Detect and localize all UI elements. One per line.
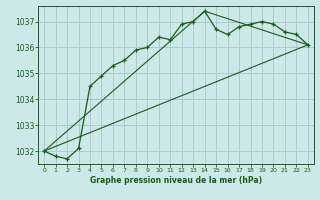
X-axis label: Graphe pression niveau de la mer (hPa): Graphe pression niveau de la mer (hPa): [90, 176, 262, 185]
